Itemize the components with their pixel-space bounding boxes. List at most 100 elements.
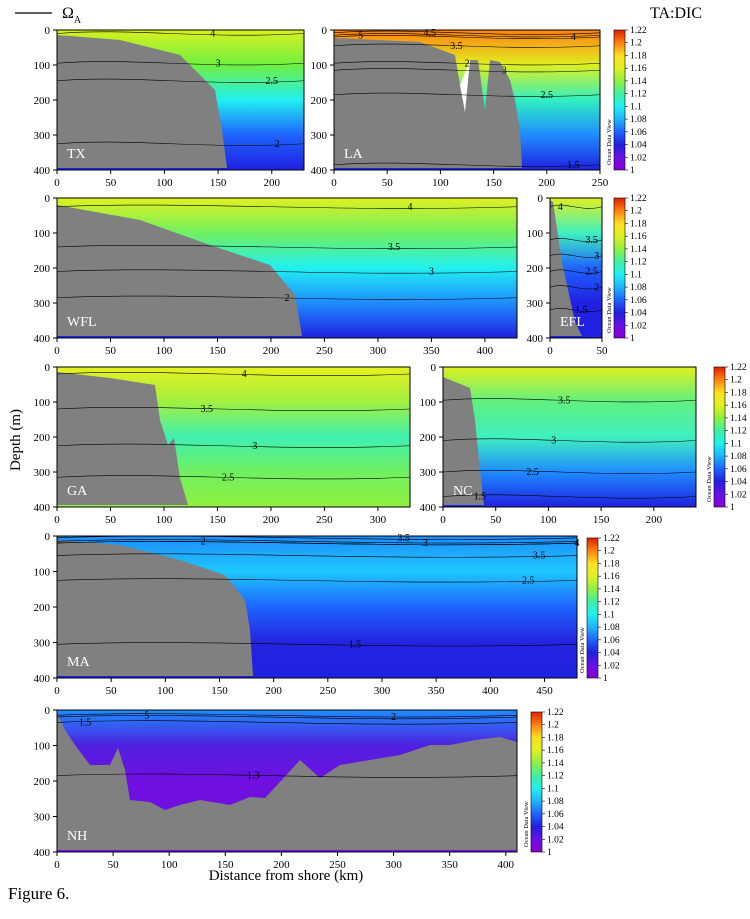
land-mass	[57, 35, 227, 168]
colorbar-tick-label: 1.1	[630, 102, 642, 112]
y-tick-label: 200	[34, 263, 51, 275]
panel-label: MA	[67, 655, 90, 670]
x-tick-label: 200	[264, 177, 281, 189]
odv-watermark: Ocean Data View	[606, 287, 613, 333]
colorbar-3: 1.22 1.2 1.18 1.16 1.14 1.12 1.1 1.08 1.06 1.04 1.…	[706, 363, 747, 513]
y-tick-label: 0	[45, 193, 51, 205]
colorbar-tick-label: 1.1	[630, 270, 642, 280]
contour-line	[56, 78, 305, 83]
x-tick-label: 200	[539, 177, 556, 189]
x-tick-label: 50	[105, 177, 117, 189]
x-tick-label: 350	[428, 685, 445, 697]
colorbar-tick-label: 1.02	[547, 835, 564, 845]
colorbar-tick-label: 1.16	[730, 401, 747, 411]
y-tick-label: 400	[527, 333, 544, 345]
contour-line	[56, 773, 518, 778]
y-tick-label: 300	[34, 298, 51, 310]
x-tick-label: 50	[108, 859, 120, 871]
contour-label: 2	[594, 282, 599, 293]
panel-label: EFL	[560, 315, 585, 330]
colorbar-tick-label: 1.08	[730, 452, 747, 462]
contour-line	[549, 253, 603, 258]
panel-label: LA	[344, 147, 364, 162]
colorbar-tick-label: 1.04	[730, 478, 747, 488]
colorbar-4: 1.22 1.2 1.18 1.16 1.14 1.12 1.1 1.08 1.06 1.04 1.…	[579, 534, 620, 684]
colorbar-5: 1.22 1.2 1.18 1.16 1.14 1.12 1.1 1.08 1.06 1.04 1.…	[523, 708, 564, 858]
colorbar-tick-label: 1.16	[630, 64, 647, 74]
colorbar-gradient	[530, 711, 543, 853]
y-tick-label: 400	[34, 502, 51, 514]
x-tick-label: 200	[263, 514, 280, 526]
contour-label: 3	[502, 65, 507, 76]
x-tick-label: 400	[498, 859, 515, 871]
contour-label: 3.5	[397, 533, 410, 544]
line-legend: ΩA	[15, 5, 82, 26]
x-tick-label: 250	[316, 345, 333, 357]
colorbar-tick-label: 1	[630, 334, 635, 344]
y-tick-label: 100	[420, 397, 437, 409]
colorbar-tick-label: 1.08	[630, 283, 647, 293]
contour-line	[333, 33, 601, 38]
x-tick-label: 400	[482, 685, 499, 697]
colorbar-tick-label: 1.04	[603, 649, 620, 659]
x-tick-label: 100	[161, 859, 178, 871]
y-tick-label: 300	[34, 467, 51, 479]
contour-label: 3	[252, 441, 257, 452]
contour-line	[56, 244, 518, 250]
colorbar-tick-label: 1	[730, 503, 735, 513]
colorbar-tick-label: 1.14	[603, 585, 620, 595]
contour-label: 3	[551, 436, 556, 447]
y-tick-label: 0	[45, 531, 51, 543]
x-tick-label: 0	[331, 177, 337, 189]
contour-label: 4	[210, 29, 215, 40]
contour-line	[56, 295, 518, 300]
x-tick-label: 250	[316, 514, 333, 526]
contour-line	[549, 238, 603, 242]
contour-line	[56, 539, 578, 544]
contour-label: 2.5	[266, 76, 279, 87]
land-mass	[334, 38, 522, 168]
y-tick-label: 100	[34, 741, 51, 753]
colorbar-tick-label: 1.14	[630, 77, 647, 87]
y-tick-label: 200	[527, 263, 544, 275]
y-tick-label: 200	[34, 95, 51, 107]
contour-label: 1.5	[575, 305, 588, 316]
colorbar-tick-label: 1.2	[630, 39, 642, 49]
y-tick-label: 100	[34, 60, 51, 72]
contour-line	[56, 578, 578, 583]
x-tick-label: 100	[156, 514, 173, 526]
y-tick-label: 300	[34, 638, 51, 650]
colorbar-tick-label: 1	[603, 674, 608, 684]
contour-label: 4.5	[424, 28, 437, 39]
colorbar-gradient	[586, 537, 599, 679]
contour-line	[549, 285, 603, 290]
y-tick-label: 400	[311, 165, 328, 177]
panel-label: TX	[67, 147, 86, 162]
contour-line	[333, 92, 601, 97]
x-tick-label: 0	[54, 685, 60, 697]
y-tick-label: 300	[34, 130, 51, 142]
x-tick-label: 150	[209, 345, 226, 357]
contour-label: 3	[594, 251, 599, 262]
contour-label: 3	[216, 58, 221, 69]
colorbar-tick-label: 1	[630, 166, 635, 176]
contour-label: 5	[144, 710, 149, 721]
x-tick-label: 150	[217, 859, 234, 871]
figure-caption: Figure 6.	[8, 884, 70, 903]
land-mass	[57, 712, 517, 850]
colorbar-1: 1.22 1.2 1.18 1.16 1.14 1.12 1.1 1.08 1.06 1.04 1.…	[606, 26, 647, 176]
colorbar-tick-label: 1.1	[547, 784, 559, 794]
x-tick-label: 50	[105, 514, 117, 526]
panel-label: GA	[67, 484, 88, 499]
x-tick-label: 300	[370, 345, 387, 357]
contour-label: 4	[558, 202, 563, 213]
colorbar-tick-label: 1.22	[730, 363, 747, 373]
contour-line	[333, 30, 601, 35]
colorbar-tick-label: 1.06	[630, 296, 647, 306]
colorbar-tick-label: 1.08	[547, 797, 564, 807]
y-tick-label: 100	[34, 567, 51, 579]
y-tick-label: 0	[45, 362, 51, 374]
